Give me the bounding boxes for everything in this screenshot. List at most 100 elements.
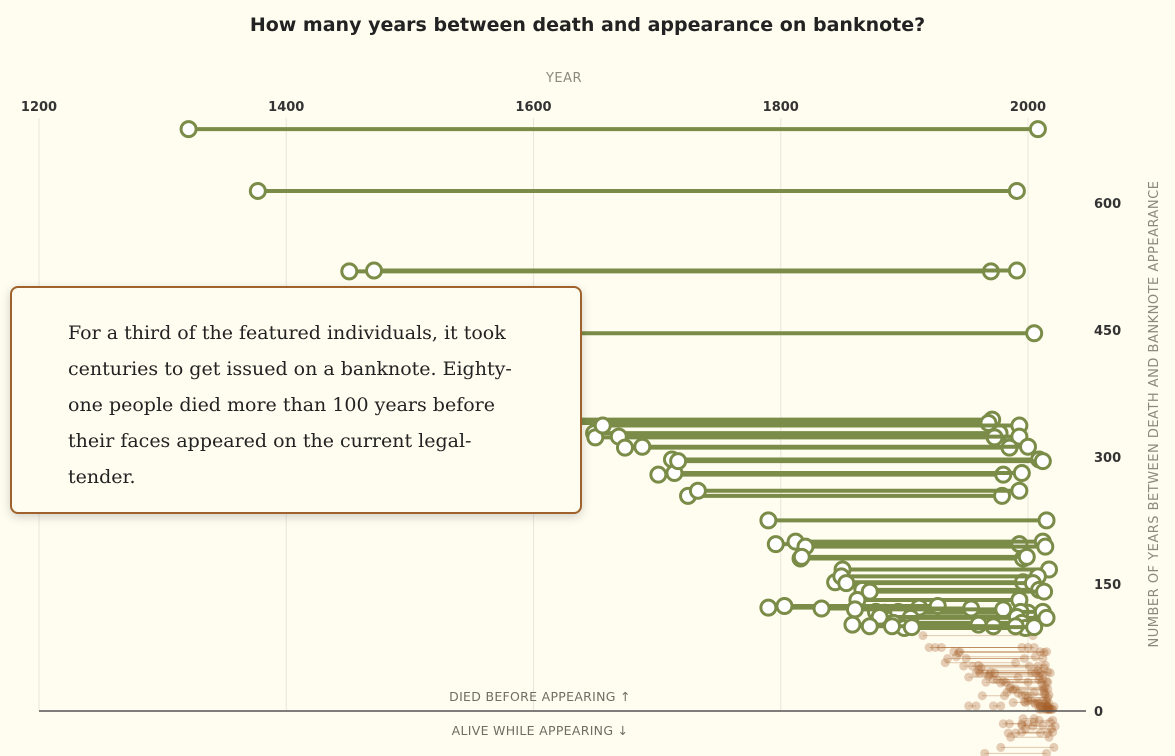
alive-point [1042,702,1052,712]
death-point [860,582,879,601]
alive-point [1048,715,1058,725]
alive-point [1045,717,1055,727]
alive-point [964,701,974,711]
death-point [615,438,634,457]
alive-point [1038,670,1048,680]
alive-point [1038,675,1048,685]
alive-point [918,631,928,641]
x-axis-label: YEAR [545,71,582,86]
y-tick-label: 450 [1094,324,1121,339]
alive-point [1035,647,1045,657]
alive-point [1040,699,1050,709]
alive-point [1042,676,1052,686]
alive-point [1004,719,1014,729]
death-point [365,261,384,280]
alive-point [990,668,1000,678]
death-point [649,465,668,484]
alive-point [1043,703,1053,713]
alive-point [1043,692,1053,702]
alive-point [1008,698,1018,708]
alive-point [1038,720,1048,730]
alive-point [1019,653,1029,663]
alive-point [1030,699,1040,709]
y-axis-ticks: 0 150 300 450 600 [1094,197,1121,720]
alive-point [1037,678,1047,688]
alive-point [1038,696,1048,706]
alive-point [988,675,998,685]
alive-while-label: ALIVE WHILE APPEARING ↓ [452,723,629,738]
alive-point [1029,714,1039,724]
death-point [179,120,198,139]
alive-point [1033,661,1043,671]
alive-point [996,678,1006,688]
death-point [688,481,707,500]
alive-point [1035,701,1045,711]
death-point [812,599,831,618]
banknote-point [1025,618,1044,637]
alive-point [976,663,986,673]
alive-point [1046,704,1056,714]
alive-point [1013,688,1023,698]
x-tick-label: 2000 [1010,100,1046,115]
alive-point [1040,690,1050,700]
y-axis-label: NUMBER OF YEARS BETWEEN DEATH AND BANKNO… [1147,181,1162,648]
alive-point [1044,732,1054,742]
death-point [593,416,612,435]
alive-point [1039,648,1049,658]
alive-point [924,642,934,652]
alive-point [1018,714,1028,724]
death-point [775,596,794,615]
death-point [759,511,778,530]
alive-point [981,677,991,687]
y-tick-label: 300 [1094,451,1121,466]
banknote-point [1028,120,1047,139]
alive-point [1023,677,1033,687]
death-point [633,437,652,456]
banknote-point [1025,324,1044,343]
series-died-before [179,120,1059,637]
banknote-point [1007,181,1026,200]
x-tick-label: 1800 [763,100,799,115]
alive-point [1023,696,1033,706]
alive-point [961,653,971,663]
alive-point [1011,684,1021,694]
alive-point [1003,728,1013,738]
annotation-callout: For a third of the featured individuals,… [10,286,582,514]
alive-point [1021,724,1031,734]
death-point [902,618,921,637]
banknote-point [1017,547,1036,566]
alive-point [1023,692,1033,702]
alive-point [1033,698,1043,708]
alive-point [1021,698,1031,708]
x-tick-label: 1400 [268,100,304,115]
alive-point [1011,728,1021,738]
series-alive [918,631,1060,756]
banknote-point [1035,582,1054,601]
alive-point [967,661,977,671]
alive-point [974,660,984,670]
banknote-point [1007,261,1026,280]
alive-point [1042,748,1052,756]
alive-point [1006,732,1016,742]
banknote-point [1033,452,1052,471]
death-point [792,547,811,566]
alive-point [1043,702,1053,712]
alive-point [1046,724,1056,734]
death-point [845,600,864,619]
alive-point [949,647,959,657]
alive-point [955,647,965,657]
alive-point [1044,698,1054,708]
alive-point [1029,717,1039,727]
alive-point [1045,668,1055,678]
alive-point [1034,715,1044,725]
alive-point [964,672,974,682]
death-point [340,262,359,281]
alive-point [985,670,995,680]
alive-point [1023,719,1033,729]
alive-point [1024,661,1034,671]
alive-point [1027,668,1037,678]
death-point [766,535,785,554]
banknote-point [1036,537,1055,556]
alive-point [1013,672,1023,682]
